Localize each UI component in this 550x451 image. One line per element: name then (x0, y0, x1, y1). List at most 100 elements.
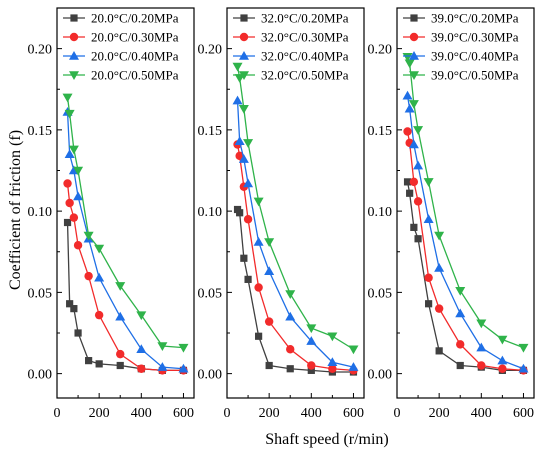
legend-marker (409, 71, 419, 80)
data-point (413, 126, 424, 135)
series-line (236, 66, 354, 350)
data-point (83, 231, 94, 241)
legend-marker (239, 71, 249, 80)
data-point (62, 93, 73, 103)
legend: 39.0°C/0.20MPa 39.0°C/0.30MPa 39.0°C/0.40M… (403, 11, 519, 83)
x-tick-label: 200 (259, 406, 280, 421)
data-point (236, 209, 244, 217)
data-point (423, 214, 434, 223)
data-point (285, 290, 296, 299)
y-tick-label: 0.00 (368, 368, 393, 383)
data-point (64, 109, 75, 119)
x-tick-label: 400 (131, 406, 152, 421)
data-point (456, 340, 465, 349)
data-point (63, 218, 72, 227)
legend: 32.0°C/0.20MPa 32.0°C/0.30MPa 32.0°C/0.40M… (233, 11, 349, 83)
data-point (243, 178, 254, 188)
data-point (85, 357, 93, 365)
data-point (232, 62, 243, 72)
data-point (116, 361, 124, 370)
data-point (424, 273, 433, 282)
data-point (243, 139, 254, 148)
y-tick-label: 0.00 (198, 368, 223, 383)
data-point (409, 177, 419, 187)
data-point (518, 363, 529, 373)
legend-label: 39.0°C/0.30MPa (431, 30, 519, 45)
y-tick-label: 0.20 (368, 43, 393, 58)
data-point (497, 355, 508, 365)
legend-label: 39.0°C/0.40MPa (431, 49, 519, 64)
data-point (328, 364, 337, 373)
data-point (63, 179, 72, 188)
data-point (476, 319, 487, 329)
data-point (115, 282, 126, 291)
data-point (408, 100, 419, 109)
data-point (253, 237, 264, 246)
series-line (66, 111, 184, 370)
legend-label: 20.0°C/0.20MPa (91, 11, 179, 26)
legend-label: 39.0°C/0.50MPa (431, 68, 519, 83)
data-point (65, 198, 74, 208)
legend-label: 39.0°C/0.20MPa (431, 11, 519, 26)
plot-frame (226, 7, 365, 399)
data-point (307, 361, 316, 370)
data-point (240, 254, 248, 262)
data-point (84, 271, 93, 281)
x-tick-label: 600 (343, 406, 364, 421)
data-point (64, 149, 75, 158)
legend-marker (410, 14, 418, 22)
data-point (238, 154, 249, 163)
data-point (306, 336, 317, 345)
x-tick-label: 0 (54, 406, 61, 421)
data-point (94, 244, 105, 254)
data-point (434, 304, 444, 313)
x-tick-label: 0 (224, 406, 231, 421)
x-tick-label: 200 (429, 406, 450, 421)
data-point (136, 344, 147, 353)
chart-panel-1: 0 200 400 600 0.00 0.05 0.10 0.15 0.20 20.0°C/0.2… (28, 7, 195, 421)
data-point (403, 178, 412, 186)
data-point (410, 223, 418, 231)
series-line (66, 222, 184, 372)
y-tick-label: 0.10 (198, 205, 223, 220)
data-point (73, 166, 84, 176)
y-tick-label: 0.10 (28, 205, 53, 220)
data-point (94, 272, 105, 282)
series-line (66, 183, 184, 372)
data-point (476, 342, 487, 352)
legend-marker (239, 32, 249, 42)
data-point (253, 197, 264, 207)
legend-marker (69, 51, 79, 60)
x-tick-label: 600 (513, 406, 534, 421)
data-point (286, 345, 295, 354)
chart-panel-3: 0 200 400 600 0.00 0.05 0.10 0.15 0.20 39.0°C/0.2… (368, 7, 535, 421)
data-point (234, 136, 245, 145)
plot-frame (56, 7, 195, 399)
data-point (402, 90, 413, 100)
series-line (406, 131, 524, 372)
x-tick-label: 0 (394, 406, 401, 421)
data-point (157, 342, 168, 351)
series-line (236, 209, 354, 373)
y-tick-label: 0.05 (28, 286, 53, 301)
legend-label: 32.0°C/0.20MPa (261, 11, 349, 26)
data-point (307, 366, 315, 374)
legend-marker (69, 71, 79, 80)
y-tick-label: 0.15 (368, 124, 393, 139)
data-point (404, 103, 415, 113)
data-point (157, 362, 168, 371)
data-point (73, 191, 84, 201)
x-axis-label: Shaft speed (r/min) (265, 431, 389, 448)
legend-label: 32.0°C/0.50MPa (261, 68, 349, 83)
legend-marker (70, 14, 78, 22)
data-point (94, 310, 104, 320)
data-point (423, 178, 434, 187)
series-line (406, 181, 524, 372)
data-point (264, 266, 275, 275)
data-point (116, 349, 125, 359)
data-point (518, 343, 529, 353)
series-line (406, 56, 524, 349)
x-tick-label: 600 (173, 406, 194, 421)
data-point (95, 360, 103, 368)
data-point (306, 324, 317, 334)
